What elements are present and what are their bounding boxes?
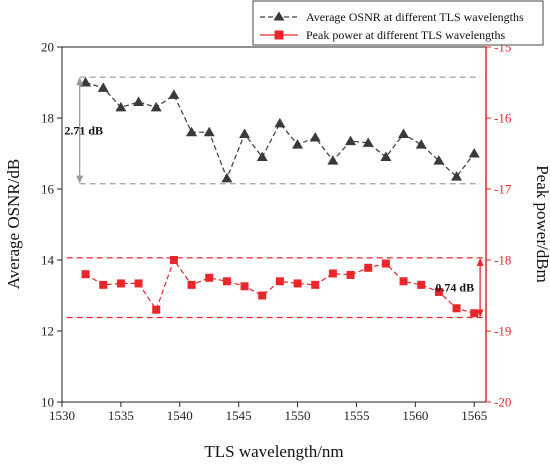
osnr-data-point	[362, 137, 374, 147]
power-data-point	[434, 287, 443, 296]
power-data-point	[240, 282, 249, 291]
osnr-data-point	[380, 151, 392, 162]
y-left-tick-label: 14	[41, 253, 55, 268]
power-data-point	[275, 277, 284, 286]
power-range-label: 0.74 dB	[435, 281, 474, 295]
osnr-data-point	[221, 172, 233, 183]
power-data-point	[346, 270, 355, 279]
osnr-data-point	[398, 128, 410, 138]
osnr-data-point	[433, 155, 445, 165]
x-tick-label: 1530	[49, 408, 75, 423]
power-data-point	[81, 270, 90, 279]
legend-osnr-label: Average OSNR at different TLS wavelength…	[306, 10, 524, 24]
plot-frame	[61, 46, 487, 403]
arrow-up-icon	[476, 257, 484, 266]
osnr-data-point	[415, 139, 427, 149]
x-tick-label: 1545	[226, 408, 252, 423]
y-left-tick-label: 20	[41, 40, 54, 55]
power-data-point	[134, 279, 143, 288]
power-data-point	[258, 291, 267, 300]
y-axis-left-title: Average OSNR/dB	[4, 159, 23, 289]
osnr-data-point	[274, 117, 286, 128]
y-left-tick-label: 12	[41, 324, 54, 339]
y-right-tick-label: -16	[494, 111, 512, 126]
x-axis-title: TLS wavelength/nm	[204, 442, 343, 461]
y-left-tick-label: 10	[41, 395, 54, 410]
x-tick-label: 1540	[167, 408, 193, 423]
power-data-point	[381, 259, 390, 268]
power-data-point	[364, 263, 373, 272]
power-data-point	[470, 309, 479, 318]
power-data-point	[205, 273, 214, 282]
power-data-point	[99, 280, 108, 289]
y-right-tick-label: -17	[494, 182, 512, 197]
power-data-point	[152, 305, 161, 314]
legend-square-marker-icon	[274, 30, 284, 40]
arrow-down-icon	[476, 309, 484, 318]
osnr-data-point	[168, 89, 180, 99]
legend: Average OSNR at different TLS wavelength…	[252, 0, 544, 46]
y-left-tick-label: 18	[41, 111, 54, 126]
power-data-point	[222, 277, 231, 286]
power-data-point	[187, 280, 196, 289]
legend-triangle-marker-icon	[273, 11, 285, 21]
power-series-line	[85, 258, 475, 314]
osnr-data-point	[327, 155, 339, 165]
x-tick-label: 1535	[108, 408, 134, 423]
power-data-point	[293, 279, 302, 288]
osnr-data-point	[80, 77, 92, 87]
legend-power-label: Peak power at different TLS wavelengths	[306, 28, 505, 42]
arrow-up-icon	[76, 77, 84, 86]
power-data-point	[452, 304, 461, 313]
power-data-point	[399, 277, 408, 286]
osnr-data-point	[256, 151, 268, 162]
osnr-data-point	[133, 96, 145, 107]
osnr-series-line	[85, 81, 475, 180]
osnr-data-point	[451, 171, 463, 181]
y-right-tick-label: -18	[494, 253, 511, 268]
y-axis-right-title: Peak power/dBm	[533, 165, 550, 283]
osnr-data-point	[115, 101, 127, 112]
power-data-point	[169, 256, 178, 264]
y-right-tick-label: -20	[494, 395, 511, 410]
osnr-range-label: 2.71 dB	[64, 123, 103, 137]
osnr-data-point	[203, 126, 215, 137]
y-right-tick-label: -19	[494, 324, 511, 339]
osnr-data-point	[97, 82, 109, 92]
power-data-point	[116, 279, 125, 288]
x-tick-label: 1550	[285, 408, 311, 423]
osnr-data-point	[292, 139, 304, 149]
x-tick-label: 1560	[402, 408, 428, 423]
osnr-data-point	[468, 148, 480, 158]
osnr-data-point	[186, 126, 198, 137]
osnr-data-point	[150, 101, 162, 112]
legend-box	[252, 0, 544, 46]
osnr-data-point	[239, 128, 251, 138]
x-tick-label: 1565	[461, 408, 487, 423]
power-data-point	[311, 280, 320, 289]
y-left-tick-label: 16	[41, 182, 55, 197]
osnr-data-point	[345, 135, 357, 146]
osnr-data-point	[309, 132, 321, 142]
arrow-down-icon	[76, 175, 84, 184]
power-data-point	[417, 280, 426, 289]
x-tick-label: 1555	[343, 408, 369, 423]
power-data-point	[328, 269, 337, 278]
